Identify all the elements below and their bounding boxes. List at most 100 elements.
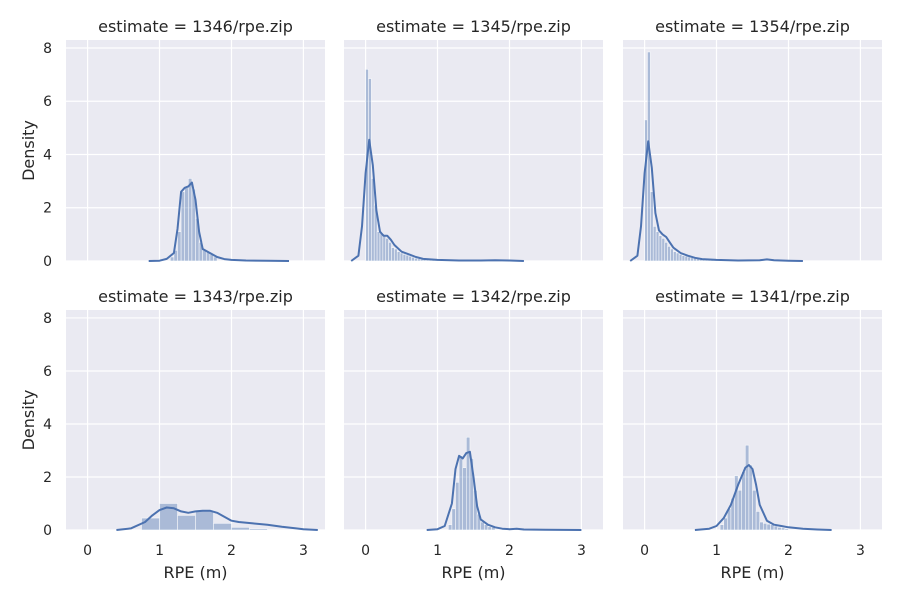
- histogram-bar: [231, 527, 250, 531]
- facet-panel-6: estimate = 1341/rpe.zip 0 1 2 3 RPE (m): [623, 287, 882, 582]
- histogram-bar: [687, 256, 691, 262]
- histogram-bar: [455, 481, 460, 531]
- histogram-bar: [773, 525, 778, 531]
- histogram-bar: [487, 526, 492, 531]
- x-tick-label: 3: [577, 543, 586, 559]
- histogram-bar: [658, 235, 663, 262]
- y-tick-label: 8: [43, 41, 52, 57]
- x-tick-label: 0: [640, 543, 649, 559]
- histogram-bar: [777, 527, 782, 531]
- histogram-bar: [752, 489, 757, 531]
- kde-line: [426, 450, 582, 531]
- histogram-bar: [417, 258, 421, 262]
- histogram-bar: [661, 238, 666, 262]
- histogram-bar: [448, 524, 453, 531]
- x-tick-label: 1: [712, 543, 721, 559]
- histogram-bar: [141, 517, 160, 531]
- histogram-bar: [762, 523, 768, 531]
- x-tick-label: 2: [227, 543, 236, 559]
- x-tick-label: 0: [361, 543, 370, 559]
- panel-title: estimate = 1346/rpe.zip: [98, 17, 293, 36]
- histogram-bar: [408, 255, 412, 262]
- y-tick-label: 4: [43, 417, 52, 433]
- histogram-bar: [177, 231, 182, 262]
- x-tick-label: 2: [505, 543, 514, 559]
- x-tick-label: 2: [784, 543, 793, 559]
- panel-title: estimate = 1345/rpe.zip: [376, 17, 571, 36]
- facet-panel-1: estimate = 1346/rpe.zip 0 2 4 6 8 Density: [19, 17, 325, 270]
- histogram-bar: [391, 247, 395, 262]
- histogram-bar: [202, 250, 207, 262]
- histogram-bar: [681, 255, 686, 262]
- histogram-bar: [399, 252, 404, 262]
- y-tick-label: 6: [43, 364, 52, 380]
- x-tick-label: 3: [856, 543, 865, 559]
- histogram-bar: [371, 178, 375, 262]
- histogram-bar: [388, 242, 392, 262]
- y-tick-label: 8: [43, 311, 52, 327]
- histogram-bar: [673, 251, 677, 262]
- histogram-bar: [719, 524, 725, 531]
- histogram-bar: [684, 255, 689, 262]
- histogram-bar: [737, 489, 743, 531]
- histogram-bar: [766, 523, 771, 531]
- x-tick-label: 0: [83, 543, 92, 559]
- histogram-bar: [414, 258, 418, 262]
- histogram-bar: [784, 528, 789, 531]
- histogram-bar: [748, 464, 753, 531]
- x-axis-label: RPE (m): [163, 563, 227, 582]
- histogram-bar: [195, 509, 214, 531]
- y-axis-label: Density: [19, 390, 38, 451]
- histogram-bar: [670, 248, 674, 262]
- histogram-bar: [396, 251, 401, 262]
- histogram-bar: [480, 521, 485, 531]
- histogram-bar: [170, 256, 175, 262]
- y-tick-label: 4: [43, 147, 52, 163]
- x-tick-label: 1: [155, 543, 164, 559]
- histogram-bar: [741, 471, 746, 531]
- x-axis-label: RPE (m): [720, 563, 784, 582]
- histogram-bar: [655, 231, 660, 262]
- x-tick-label: 1: [433, 543, 442, 559]
- panel-title: estimate = 1343/rpe.zip: [98, 287, 293, 306]
- y-tick-label: 2: [43, 201, 52, 217]
- histogram-bar: [652, 226, 657, 262]
- histogram-bar: [667, 246, 671, 262]
- plot-area: [623, 40, 882, 261]
- histogram-bar: [177, 515, 196, 531]
- histogram-bar: [379, 232, 384, 262]
- histogram-bar: [213, 523, 232, 531]
- histogram-bar: [385, 238, 389, 262]
- kde-line: [116, 506, 318, 531]
- y-tick-label: 2: [43, 470, 52, 486]
- histogram-bar: [650, 191, 654, 262]
- histogram-bar: [755, 511, 760, 531]
- y-tick-label: 6: [43, 94, 52, 110]
- kde-line: [694, 464, 832, 531]
- histogram-bar: [723, 517, 728, 531]
- panel-title: estimate = 1354/rpe.zip: [655, 17, 850, 36]
- histogram-bar: [402, 254, 407, 262]
- x-axis-label: RPE (m): [441, 563, 505, 582]
- x-tick-label: 3: [299, 543, 308, 559]
- histogram-bar: [745, 444, 750, 531]
- histogram-bar: [382, 235, 387, 262]
- histogram-bar: [249, 528, 268, 531]
- histogram-bar: [394, 248, 398, 262]
- histogram-bar: [678, 254, 683, 262]
- facet-panel-4: estimate = 1343/rpe.zip 0 2 4 6 8 Density 0 1 2 3 R…: [19, 287, 325, 582]
- kde-line: [629, 140, 803, 262]
- histogram-bar: [180, 191, 186, 262]
- histogram-bar: [644, 119, 648, 262]
- histogram-bar: [376, 231, 381, 262]
- plot-area: [66, 310, 325, 530]
- histogram-bar: [759, 521, 764, 531]
- y-tick-label: 0: [43, 254, 52, 270]
- histogram-bar: [458, 455, 464, 531]
- histogram-bar: [664, 242, 668, 262]
- plot-area: [344, 40, 603, 261]
- kde-line: [350, 138, 524, 262]
- histogram-bar: [780, 527, 786, 531]
- histogram-bar: [411, 256, 415, 262]
